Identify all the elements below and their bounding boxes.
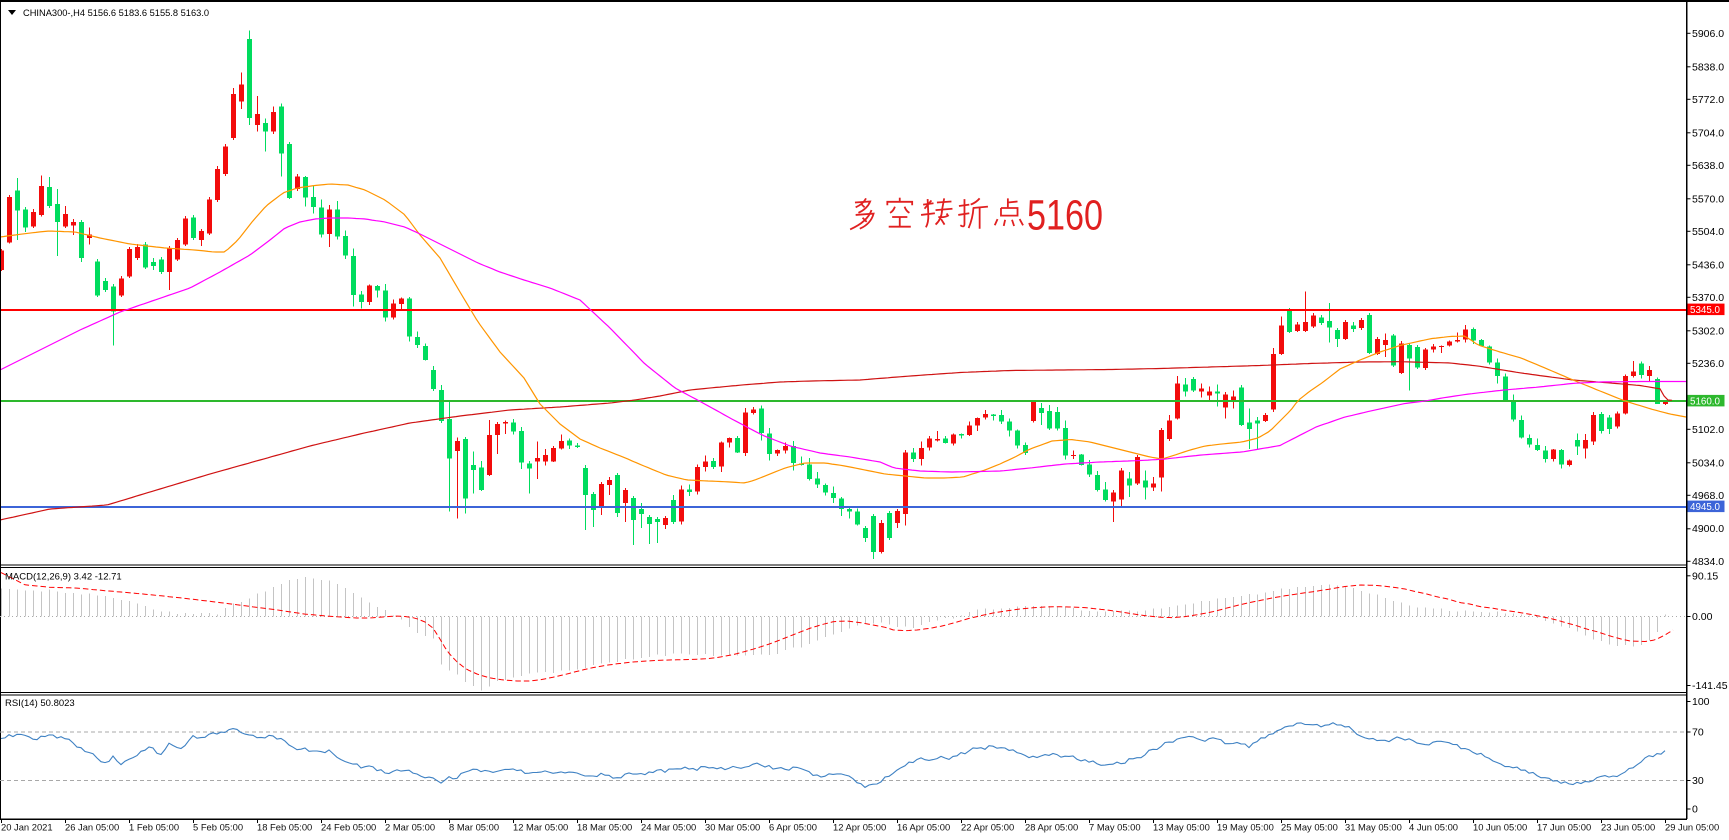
svg-text:25 May 05:00: 25 May 05:00: [1281, 822, 1338, 833]
svg-text:4900.0: 4900.0: [1692, 523, 1724, 535]
svg-text:24 Mar 05:00: 24 Mar 05:00: [641, 822, 696, 833]
svg-text:5838.0: 5838.0: [1692, 61, 1724, 73]
svg-text:5160: 5160: [1027, 192, 1103, 240]
svg-text:28 Apr 05:00: 28 Apr 05:00: [1025, 822, 1078, 833]
svg-text:5906.0: 5906.0: [1692, 28, 1724, 40]
svg-text:31 May 05:00: 31 May 05:00: [1345, 822, 1402, 833]
svg-text:100: 100: [1692, 696, 1710, 708]
svg-text:20 Jan 2021: 20 Jan 2021: [1, 822, 53, 833]
svg-text:2 Mar 05:00: 2 Mar 05:00: [385, 822, 435, 833]
svg-text:30 Mar 05:00: 30 Mar 05:00: [705, 822, 760, 833]
svg-text:16 Apr 05:00: 16 Apr 05:00: [897, 822, 950, 833]
svg-text:12 Apr 05:00: 12 Apr 05:00: [833, 822, 886, 833]
svg-text:5436.0: 5436.0: [1692, 259, 1724, 271]
svg-text:70: 70: [1692, 727, 1704, 739]
svg-text:6 Apr 05:00: 6 Apr 05:00: [769, 822, 817, 833]
svg-text:0.00: 0.00: [1692, 611, 1713, 623]
svg-text:5302.0: 5302.0: [1692, 325, 1724, 337]
svg-text:18 Feb 05:00: 18 Feb 05:00: [257, 822, 312, 833]
svg-text:4968.0: 4968.0: [1692, 490, 1724, 502]
svg-text:90.15: 90.15: [1692, 570, 1718, 582]
svg-text:30: 30: [1692, 775, 1704, 787]
svg-text:MACD(12,26,9) 3.42 -12.71: MACD(12,26,9) 3.42 -12.71: [5, 572, 122, 583]
svg-text:0: 0: [1692, 803, 1698, 815]
svg-text:4945.0: 4945.0: [1690, 502, 1721, 513]
svg-text:13 May 05:00: 13 May 05:00: [1153, 822, 1210, 833]
svg-text:5704.0: 5704.0: [1692, 127, 1724, 139]
svg-text:12 Mar 05:00: 12 Mar 05:00: [513, 822, 568, 833]
svg-text:24 Feb 05:00: 24 Feb 05:00: [321, 822, 376, 833]
svg-text:5236.0: 5236.0: [1692, 358, 1724, 370]
svg-text:5772.0: 5772.0: [1692, 94, 1724, 106]
svg-text:CHINA300-,H4 5156.6 5183.6 51: CHINA300-,H4 5156.6 5183.6 5155.8 5163.0: [23, 8, 209, 18]
svg-text:29 Jun 05:00: 29 Jun 05:00: [1665, 822, 1719, 833]
svg-text:1 Feb 05:00: 1 Feb 05:00: [129, 822, 179, 833]
svg-text:4834.0: 4834.0: [1692, 556, 1724, 568]
svg-text:5102.0: 5102.0: [1692, 424, 1724, 436]
svg-text:5160.0: 5160.0: [1690, 396, 1721, 407]
svg-text:4 Jun 05:00: 4 Jun 05:00: [1409, 822, 1458, 833]
svg-text:23 Jun 05:00: 23 Jun 05:00: [1601, 822, 1655, 833]
svg-text:5345.0: 5345.0: [1690, 305, 1721, 316]
svg-text:17 Jun 05:00: 17 Jun 05:00: [1537, 822, 1591, 833]
svg-text:10 Jun 05:00: 10 Jun 05:00: [1473, 822, 1527, 833]
svg-text:8 Mar 05:00: 8 Mar 05:00: [449, 822, 499, 833]
svg-text:5504.0: 5504.0: [1692, 226, 1724, 238]
svg-text:5570.0: 5570.0: [1692, 193, 1724, 205]
svg-text:26 Jan 05:00: 26 Jan 05:00: [65, 822, 119, 833]
svg-text:-141.45: -141.45: [1692, 680, 1728, 692]
svg-text:5638.0: 5638.0: [1692, 160, 1724, 172]
svg-text:5 Feb 05:00: 5 Feb 05:00: [193, 822, 243, 833]
svg-text:18 Mar 05:00: 18 Mar 05:00: [577, 822, 632, 833]
svg-text:5370.0: 5370.0: [1692, 292, 1724, 304]
svg-text:22 Apr 05:00: 22 Apr 05:00: [961, 822, 1014, 833]
svg-text:5034.0: 5034.0: [1692, 457, 1724, 469]
svg-text:7 May 05:00: 7 May 05:00: [1089, 822, 1141, 833]
svg-text:RSI(14) 50.8023: RSI(14) 50.8023: [5, 698, 75, 709]
svg-text:19 May 05:00: 19 May 05:00: [1217, 822, 1274, 833]
